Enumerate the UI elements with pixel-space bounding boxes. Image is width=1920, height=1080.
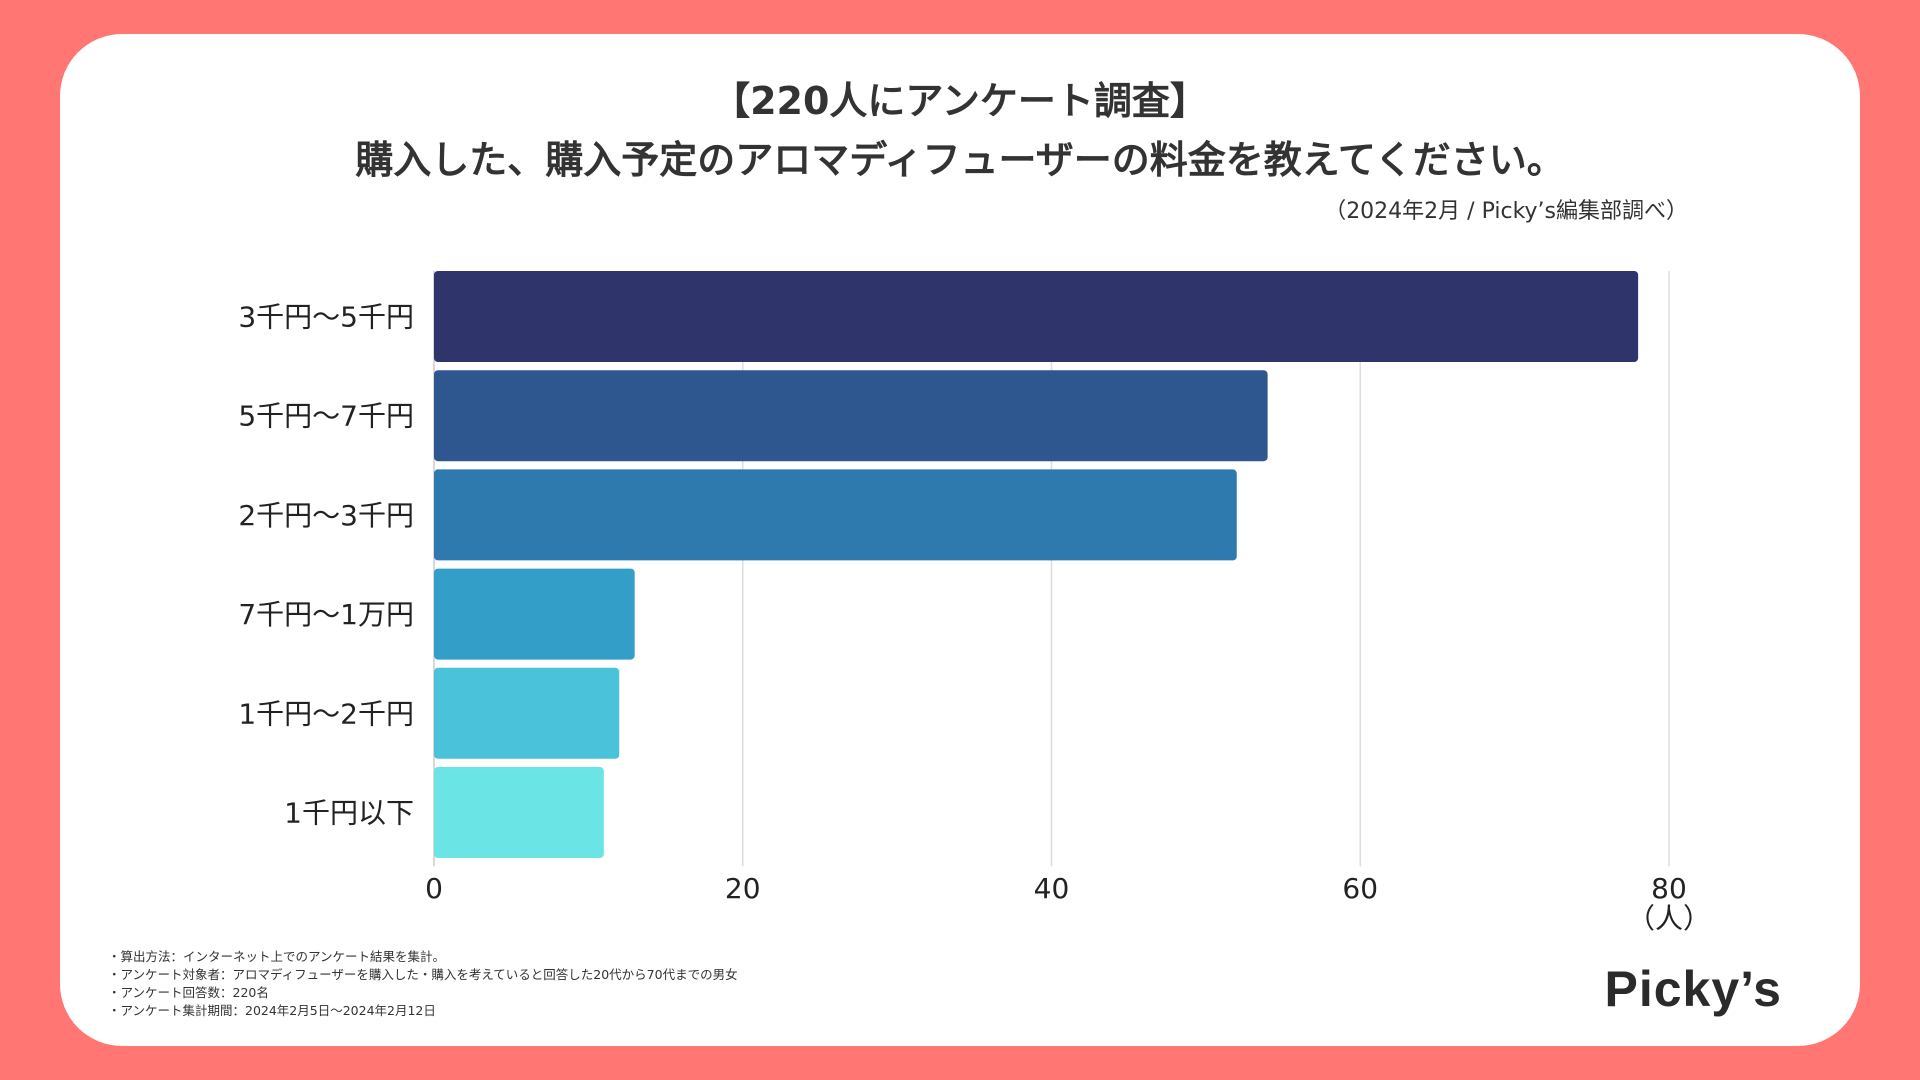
bar	[434, 568, 635, 660]
bar	[434, 767, 604, 858]
chart-subtitle: 購入した、購入予定のアロマディフューザーの料金を教えてください。	[355, 138, 1565, 182]
note-method: ・算出方法：インターネット上でのアンケート結果を集計。	[108, 949, 446, 964]
bar	[434, 469, 1237, 561]
x-tick-label: 0	[425, 872, 443, 905]
note-period: ・アンケート集計期間：2024年2月5日〜2024年2月12日	[108, 1003, 436, 1018]
category-label: 1千円〜2千円	[238, 697, 414, 730]
x-tick-label: 80	[1651, 872, 1687, 905]
bar	[434, 667, 620, 759]
x-axis-unit: （人）	[1627, 902, 1711, 935]
note-target: ・アンケート対象者：アロマディフューザーを購入した・購入を考えていると回答した2…	[108, 967, 738, 982]
category-labels: 3千円〜5千円 5千円〜7千円 2千円〜3千円 7千円〜1万円 1千円〜2千円 1千円以下	[238, 301, 414, 830]
picky-logo: Picky’s	[1604, 961, 1782, 1017]
bar	[434, 370, 1268, 462]
source-note: （2024年2月 / Picky’s編集部調べ）	[1324, 199, 1688, 224]
bars	[434, 271, 1639, 858]
survey-notes: ・算出方法：インターネット上でのアンケート結果を集計。 ・アンケート対象者：アロ…	[108, 948, 738, 1020]
x-axis-ticks: （人） 0 20 40 60 80	[425, 872, 1711, 935]
chart-title: 【220人にアンケート調査】	[712, 79, 1208, 123]
x-tick-label: 20	[725, 872, 761, 905]
x-tick-label: 40	[1034, 872, 1070, 905]
category-label: 1千円以下	[284, 797, 414, 830]
note-respondents: ・アンケート回答数：220名	[108, 985, 269, 1000]
category-label: 7千円〜1万円	[238, 598, 414, 631]
category-label: 2千円〜3千円	[238, 499, 414, 532]
bar	[434, 271, 1639, 362]
x-tick-label: 60	[1342, 872, 1378, 905]
category-label: 3千円〜5千円	[238, 301, 414, 334]
category-label: 5千円〜7千円	[238, 400, 414, 433]
